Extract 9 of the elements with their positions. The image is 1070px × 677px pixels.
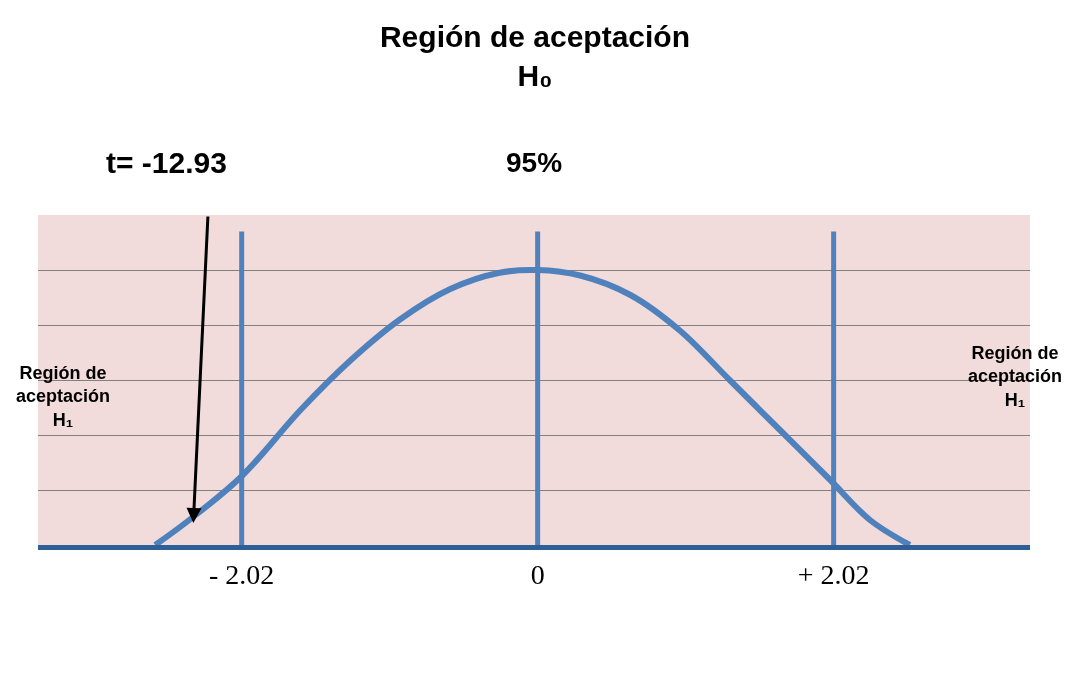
x-tick-label: 0 [530, 558, 545, 590]
text: 95% [506, 147, 563, 178]
chart-subtitle: H₀ [517, 59, 553, 93]
annotation: Región de aceptación H₁ [968, 343, 1063, 410]
x-tick-label: - 2.02 [209, 558, 275, 590]
x-tick-label: + 2.02 [797, 558, 870, 590]
annotation: Región de aceptación H₁ [16, 363, 111, 430]
text: t= -12.93 [106, 146, 227, 179]
chart-title: Región de aceptación [379, 20, 691, 54]
